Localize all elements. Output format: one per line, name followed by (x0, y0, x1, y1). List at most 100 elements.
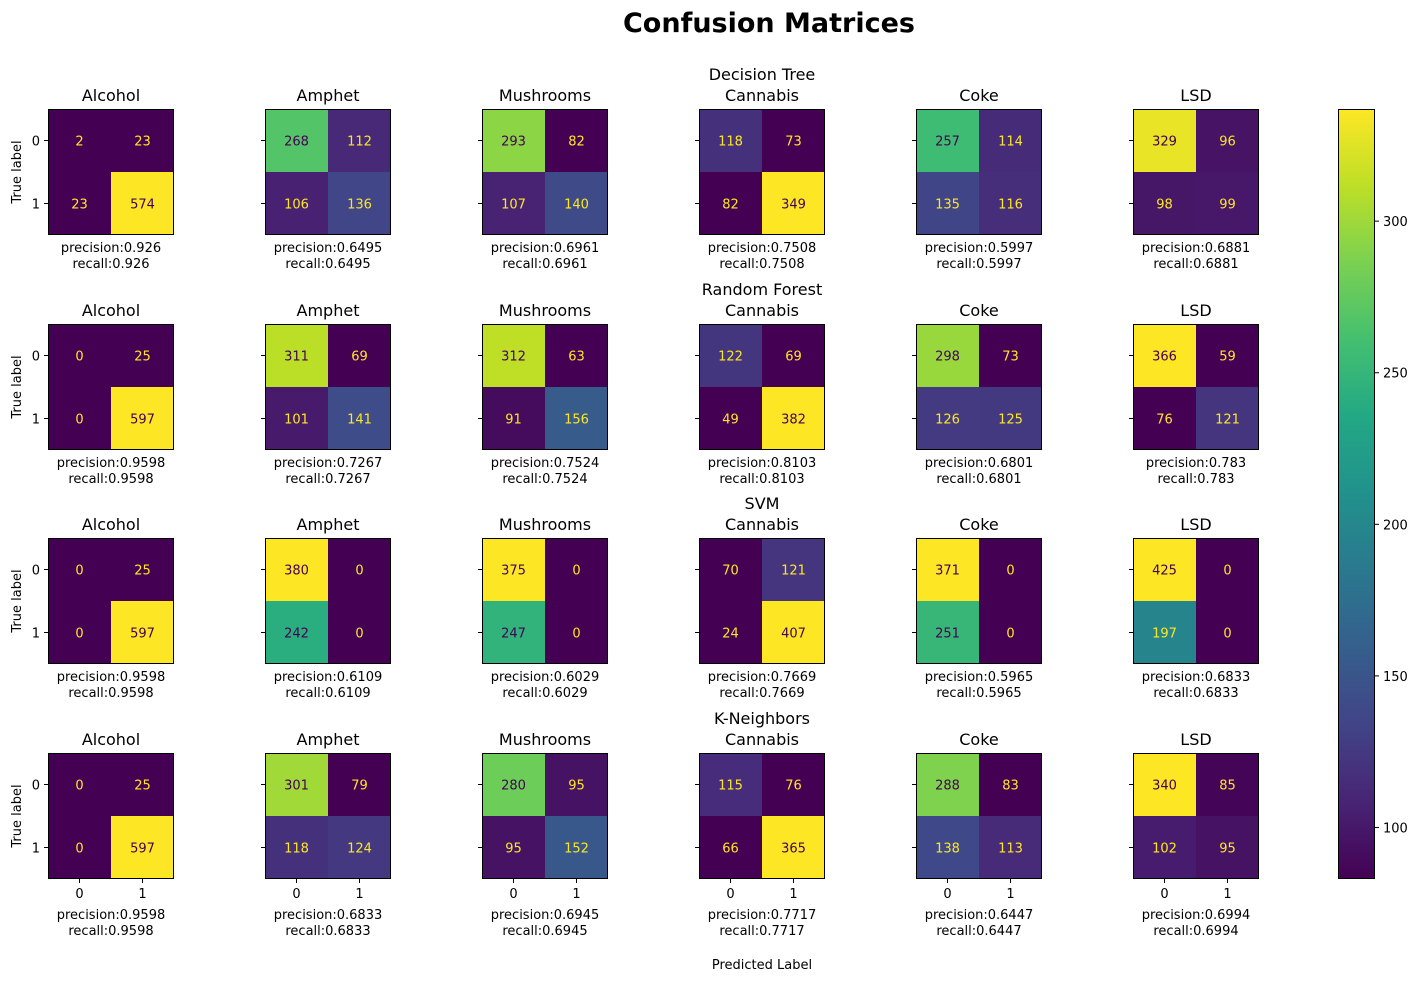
cell-value: 0 (355, 627, 363, 642)
matrix-frame (916, 109, 1042, 235)
matrix-cell (328, 387, 391, 450)
cell-value: 0 (75, 627, 83, 642)
precision-label: precision:0.6447 (925, 908, 1034, 923)
matrix-cell (762, 816, 825, 879)
recall-label: recall:0.6447 (936, 924, 1021, 939)
matrix-cell (265, 753, 328, 816)
recall-label: recall:0.8103 (719, 472, 804, 487)
cell-value: 2 (75, 135, 83, 150)
matrix-cell (328, 538, 391, 601)
precision-label: precision:0.6961 (491, 241, 600, 256)
recall-label: recall:0.926 (73, 257, 150, 272)
cell-value: 113 (998, 842, 1023, 857)
matrix-cell (979, 172, 1042, 235)
matrix-title: Mushrooms (499, 730, 591, 749)
matrix-cell (48, 538, 111, 601)
matrix-cell (482, 538, 545, 601)
cell-value: 293 (501, 135, 526, 150)
y-tick-label: 1 (32, 842, 40, 857)
matrix-cell (265, 172, 328, 235)
matrix-row-svm: Alcohol 0 25 0 597 0 1 True label precision:0.95… (10, 494, 1259, 701)
y-tick-label: 1 (32, 198, 40, 213)
matrix-cell (545, 601, 608, 664)
cell-value: 82 (722, 198, 739, 213)
matrix-cell (545, 109, 608, 172)
matrix-title: LSD (1180, 86, 1211, 105)
cell-value: 0 (572, 564, 580, 579)
cell-value: 23 (71, 198, 88, 213)
matrix-cell (482, 172, 545, 235)
cell-value: 597 (130, 413, 155, 428)
precision-label: precision:0.6495 (274, 241, 383, 256)
cell-value: 0 (75, 350, 83, 365)
x-tick-label: 0 (943, 887, 951, 902)
precision-label: precision:0.5965 (925, 670, 1034, 685)
matrix-cell (328, 753, 391, 816)
cell-value: 101 (284, 413, 309, 428)
y-tick-label: 0 (32, 564, 40, 579)
x-tick-label: 0 (75, 887, 83, 902)
cell-value: 76 (785, 779, 802, 794)
recall-label: recall:0.9598 (68, 686, 153, 701)
confusion-matrix-cannabis: Decision Tree Cannabis 118 73 82 349 precision… (695, 65, 825, 272)
confusion-matrix-lsd: LSD 329 96 98 99 precision:0.6881recall:0.688… (1129, 86, 1259, 272)
matrix-cell (265, 109, 328, 172)
matrix-cell (111, 753, 174, 816)
matrix-title: Alcohol (82, 86, 140, 105)
cell-value: 251 (935, 627, 960, 642)
confusion-matrix-amphet: Amphet 380 0 242 0 precision:0.6109recall:0.6… (261, 515, 391, 701)
matrix-cell (111, 387, 174, 450)
matrix-cell (1196, 172, 1259, 235)
cell-value: 156 (564, 413, 589, 428)
cell-value: 0 (75, 413, 83, 428)
precision-label: precision:0.6833 (274, 908, 383, 923)
cell-value: 102 (1152, 842, 1177, 857)
matrix-cell (328, 109, 391, 172)
matrix-cell (1196, 753, 1259, 816)
matrix-cell (762, 172, 825, 235)
matrix-title: Amphet (297, 86, 360, 105)
cell-value: 380 (284, 564, 309, 579)
matrix-frame (1133, 753, 1259, 879)
cell-value: 83 (1002, 779, 1019, 794)
matrix-cell (979, 816, 1042, 879)
matrix-cell (111, 172, 174, 235)
recall-label: recall:0.6961 (502, 257, 587, 272)
matrix-cell (265, 324, 328, 387)
confusion-matrix-coke: Coke 298 73 126 125 precision:0.6801recall:0.… (912, 301, 1042, 487)
cell-value: 107 (501, 198, 526, 213)
confusion-matrix-amphet: Amphet 268 112 106 136 precision:0.6495recall… (261, 86, 391, 272)
matrix-cell (482, 109, 545, 172)
matrix-title: LSD (1180, 301, 1211, 320)
cell-value: 116 (998, 198, 1023, 213)
matrix-cell (1133, 387, 1196, 450)
matrix-cell (328, 816, 391, 879)
cell-value: 69 (351, 350, 368, 365)
matrix-cell (699, 538, 762, 601)
matrix-title: Amphet (297, 730, 360, 749)
matrix-cell (1133, 172, 1196, 235)
cell-value: 95 (505, 842, 522, 857)
matrix-title: Amphet (297, 301, 360, 320)
matrix-cell (328, 601, 391, 664)
matrix-frame (699, 109, 825, 235)
y-tick-label: 0 (32, 135, 40, 150)
matrix-cell (916, 601, 979, 664)
matrix-cell (111, 601, 174, 664)
matrix-frame (916, 538, 1042, 664)
confusion-matrix-coke: Coke 257 114 135 116 precision:0.5997recall:0… (912, 86, 1042, 272)
cell-value: 115 (718, 779, 743, 794)
cell-value: 0 (1006, 564, 1014, 579)
cell-value: 124 (347, 842, 372, 857)
cell-value: 121 (781, 564, 806, 579)
matrix-frame (482, 538, 608, 664)
matrix-cell (979, 538, 1042, 601)
matrix-frame (265, 538, 391, 664)
recall-label: recall:0.6833 (285, 924, 370, 939)
cell-value: 366 (1152, 350, 1177, 365)
cell-value: 152 (564, 842, 589, 857)
recall-label: recall:0.5965 (936, 686, 1021, 701)
cell-value: 247 (501, 627, 526, 642)
cell-value: 371 (935, 564, 960, 579)
